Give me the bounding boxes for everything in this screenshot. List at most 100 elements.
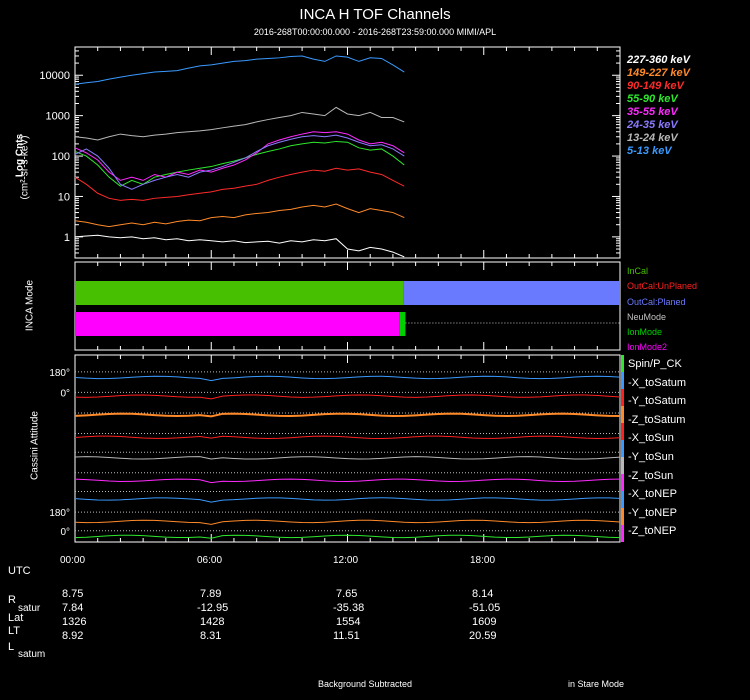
eph-value: 8.92: [62, 630, 84, 642]
tof-frame: [74, 46, 621, 259]
legend-entry: -Z_toSatum: [628, 413, 686, 426]
legend-entry: -X_toSatum: [628, 376, 687, 389]
series-line: [74, 167, 405, 201]
y-tick-label: 100: [52, 151, 70, 163]
footer-right: in Stare Mode: [568, 679, 625, 689]
legend-entry: -Y_toSatum: [628, 395, 687, 408]
attitude-color-strip: [621, 423, 624, 440]
eph-label: LT: [8, 625, 21, 637]
legend-entry: 24-35 keV: [627, 119, 678, 131]
eph-value: 1326: [62, 616, 87, 628]
attitude-color-strip: [621, 525, 624, 542]
mode-bar: [399, 312, 406, 336]
attitude-color-strip: [621, 389, 624, 406]
legend-entry: 13-24 keV: [627, 132, 678, 144]
y-tick-label: 1000: [46, 111, 70, 123]
eph-value: 11.51: [333, 630, 360, 642]
eph-value: -51.05: [469, 602, 501, 614]
utc-label: UTC: [8, 565, 31, 577]
eph-value: 20.59: [469, 630, 497, 642]
series-line: [74, 131, 405, 181]
attitude-line: [74, 519, 621, 525]
eph-value: 1609: [472, 616, 497, 628]
series-line: [74, 234, 405, 258]
legend-entry: 55-90 keV: [627, 93, 678, 105]
eph-label: R: [8, 594, 16, 606]
legend-entry: 35-55 keV: [627, 106, 678, 118]
eph-label: Lat: [8, 612, 24, 624]
attitude-tick-label: 180°: [49, 508, 70, 519]
attitude-line: [74, 435, 621, 439]
mode-bar: [75, 312, 400, 336]
y-tick-label: 1: [64, 232, 70, 244]
attitude-frame: [74, 354, 621, 543]
series-line: [74, 55, 405, 85]
legend-entry: -X_toSun: [628, 432, 674, 445]
legend-entry: 149-227 keV: [627, 67, 690, 79]
eph-value: -12.95: [197, 602, 229, 614]
x-tick-label: 12:00: [333, 555, 359, 566]
eph-value: 7.84: [62, 602, 84, 614]
series-line: [74, 106, 405, 141]
attitude-tick-label: 0°: [60, 388, 70, 399]
y-tick-label: 10000: [39, 70, 70, 82]
eph-value: 8.75: [62, 588, 84, 600]
legend-entry: OutCal:Planed: [627, 296, 686, 307]
attitude-color-strip: [621, 406, 624, 423]
eph-value: 8.14: [472, 588, 494, 600]
series-line: [74, 140, 405, 187]
attitude-line: [74, 534, 621, 539]
x-tick-label: 06:00: [197, 555, 223, 566]
legend-entry: -Y_toNEP: [628, 506, 677, 519]
attitude-color-strip: [621, 508, 624, 525]
eph-value: 8.31: [200, 630, 222, 642]
attitude-line: [74, 456, 621, 460]
legend-entry: IonMode: [627, 327, 663, 338]
legend-entry: -X_toNEP: [628, 488, 677, 501]
series-line: [74, 203, 405, 228]
legend-entry: IonMode2: [627, 342, 668, 353]
mode-bar: [75, 281, 404, 305]
attitude-line: [74, 478, 621, 484]
attitude-line: [74, 412, 621, 418]
eph-value: -35.38: [333, 602, 365, 614]
mode-bar: [403, 281, 620, 305]
attitude-color-strip: [621, 372, 624, 389]
attitude-legend: Spin/P_CK -X_toSatum -Y_toSatum -Z_toSat…: [628, 355, 686, 541]
attitude-tick-label: 0°: [60, 527, 70, 538]
y-tick-label: 10: [58, 191, 70, 203]
eph-sub: satum: [18, 649, 46, 660]
eph-label: L: [8, 641, 15, 653]
eph-value: 1554: [336, 616, 361, 628]
attitude-line: [74, 497, 621, 503]
legend-entry: 5-13 keV: [627, 145, 672, 157]
chart-subtitle: 2016-268T00:00:00.000 - 2016-268T23:59:0…: [253, 27, 497, 37]
legend-entry: 227-360 keV: [627, 54, 690, 66]
legend-entry: -Z_toNEP: [628, 525, 677, 538]
legend-entry: -Y_toSun: [628, 450, 674, 463]
eph-sub: satur: [18, 603, 41, 614]
eph-value: 7.89: [200, 588, 222, 600]
x-tick-label: 00:00: [60, 555, 86, 566]
tof-legend: 227-360 keV 149-227 keV 90-149 keV 55-90…: [627, 54, 690, 158]
legend-entry: Spin/P_CK: [628, 358, 682, 370]
legend-entry: OutCal:UnPlaned: [627, 281, 698, 292]
attitude-tick-label: 180°: [49, 368, 70, 379]
series-line: [74, 134, 405, 190]
chart-title: INCA H TOF Channels: [299, 6, 451, 23]
attitude-line: [74, 375, 621, 382]
attitude-color-strip: [621, 491, 624, 508]
attitude-color-strip: [621, 457, 624, 474]
legend-entry: NeuMode: [627, 311, 667, 322]
legend-entry: -Z_toSun: [628, 469, 674, 482]
attitude-color-strip: [621, 474, 624, 491]
mode-legend: InCal OutCal:UnPlaned OutCal:Planed NeuM…: [627, 264, 697, 356]
eph-value: 7.65: [336, 588, 358, 600]
attitude-color-strip: [621, 440, 624, 457]
attitude-color-strip: [621, 355, 624, 372]
legend-entry: 90-149 keV: [627, 80, 684, 92]
mode-frame: [74, 261, 621, 351]
legend-entry: InCal: [627, 266, 649, 276]
attitude-line: [74, 394, 621, 400]
